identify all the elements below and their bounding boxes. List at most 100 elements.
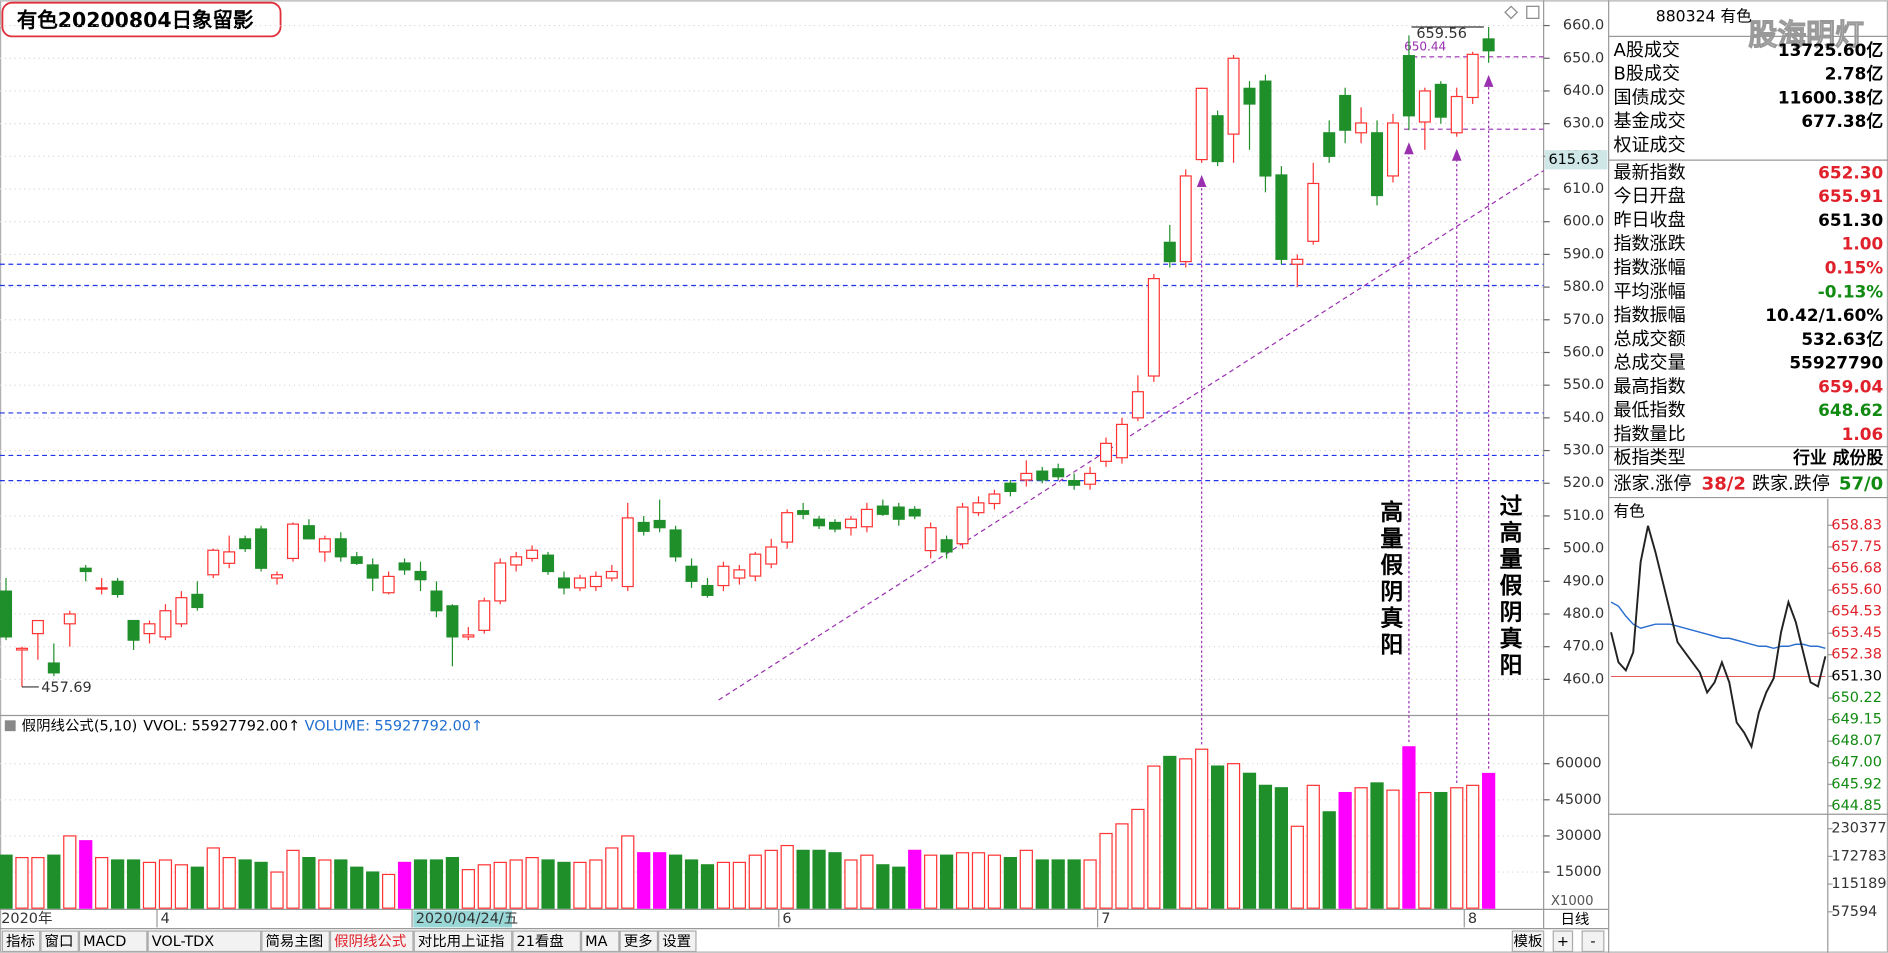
quote-value: 655.91 — [1818, 186, 1883, 206]
candle-body — [1004, 482, 1017, 493]
quote-value: 1.00 — [1842, 234, 1884, 254]
candle-body — [1275, 174, 1288, 260]
volume-bar — [1163, 755, 1177, 909]
volume-bar — [844, 859, 858, 909]
volume-bar — [110, 859, 125, 909]
volume-bar — [158, 859, 173, 909]
volume-unit: X1000 — [1551, 894, 1594, 909]
tab-label[interactable]: 设置 — [662, 933, 691, 950]
volume-bar — [1290, 825, 1304, 909]
volume-bar — [955, 852, 970, 909]
tab-label[interactable]: 对比用上证指 — [418, 933, 505, 950]
candle-body — [972, 502, 985, 514]
quote-label: 指数振幅 — [1613, 305, 1685, 326]
volume-bar — [1306, 784, 1320, 909]
button[interactable] — [1511, 930, 1545, 953]
volume-bar — [860, 854, 874, 909]
tab[interactable] — [413, 930, 513, 953]
candle-body — [924, 527, 937, 552]
candle-body — [175, 597, 188, 625]
candle-body — [1084, 472, 1097, 485]
candle-body — [446, 605, 459, 638]
volume-bar — [63, 835, 77, 909]
candle-body — [366, 564, 379, 579]
volume-bar — [1354, 787, 1368, 909]
mini-tick-label: 652.38 — [1831, 647, 1882, 663]
tab-label[interactable]: MACD — [83, 934, 126, 950]
tab-label[interactable]: MA — [585, 934, 607, 950]
volume-bar — [525, 856, 539, 909]
candle-body — [1434, 83, 1447, 118]
tab-label[interactable]: 简易主图 — [266, 933, 324, 950]
quote-value: 652.30 — [1818, 162, 1883, 182]
tab[interactable] — [78, 930, 148, 953]
volume-bar — [174, 864, 189, 909]
volume-bar — [1035, 859, 1049, 909]
tab-label[interactable]: 更多 — [624, 933, 653, 950]
volume-bar — [876, 864, 890, 909]
tab[interactable] — [147, 930, 262, 953]
tab[interactable] — [658, 930, 697, 953]
candle-body — [143, 623, 156, 635]
volume-bar — [350, 866, 364, 909]
mini-tick-label: 644.85 — [1831, 798, 1882, 814]
candle-body — [223, 551, 236, 564]
candle-body — [1036, 470, 1049, 481]
y-tick-label: 650.0 — [1563, 50, 1604, 66]
breadth: 38/2 — [1702, 473, 1746, 494]
volume-bar — [589, 859, 603, 909]
volume-tick-label: 60000 — [1556, 756, 1602, 772]
button-label[interactable]: + — [1557, 934, 1569, 950]
quote-label: 最新指数 — [1613, 162, 1685, 183]
button-label[interactable]: 模板 — [1514, 932, 1543, 950]
quote-label: 今日开盘 — [1613, 186, 1685, 207]
arrow-head — [1404, 142, 1414, 155]
icon[interactable] — [1526, 5, 1540, 19]
tab-label[interactable]: 指标 — [6, 933, 35, 950]
tab[interactable] — [1, 930, 41, 953]
volume-bar — [429, 859, 444, 909]
button[interactable] — [1552, 930, 1574, 953]
y-tick-label: 530.0 — [1563, 443, 1604, 459]
volume-bar — [1051, 859, 1065, 909]
volume-bar — [1083, 859, 1097, 909]
candle-body — [701, 584, 714, 596]
button[interactable] — [1581, 930, 1605, 953]
icon[interactable] — [1504, 5, 1518, 20]
volume-bar — [716, 861, 731, 909]
volume-bar — [1067, 859, 1081, 909]
candle-body — [63, 613, 76, 625]
volume-bar — [1466, 784, 1480, 909]
quote-label: 最低指数 — [1613, 400, 1685, 421]
volume-bar — [1131, 808, 1145, 909]
candle-body — [956, 506, 969, 545]
y-tick-label: 520.0 — [1563, 475, 1604, 491]
candle-body — [286, 523, 299, 560]
volume-bar — [1418, 791, 1432, 909]
x-tick-label: 7 — [1101, 911, 1110, 927]
volume-bar — [477, 864, 491, 909]
volume-bar — [1402, 746, 1416, 909]
tab-label[interactable]: 假阴线公式 — [334, 933, 406, 950]
tab-label[interactable]: 窗口 — [45, 932, 74, 950]
mini-volume-tick: 57594 — [1831, 904, 1877, 920]
tab-label[interactable]: VOL-TDX — [152, 934, 215, 950]
quote-value: 2.78亿 — [1825, 64, 1884, 84]
tab[interactable] — [512, 930, 581, 953]
tab[interactable] — [329, 930, 414, 953]
tab[interactable] — [40, 930, 79, 953]
y-tick-label: 550.0 — [1563, 377, 1604, 393]
candle-body — [749, 553, 762, 577]
period-label: 日线 — [1560, 911, 1589, 928]
tab[interactable] — [619, 930, 659, 953]
tab-label[interactable]: 21看盘 — [517, 932, 564, 950]
button-label[interactable]: - — [1590, 934, 1595, 950]
candle-body — [414, 570, 427, 581]
volume-bar — [1450, 787, 1464, 909]
volume-bar — [1370, 782, 1384, 909]
y-tick-label: 560.0 — [1563, 344, 1604, 360]
tab[interactable] — [580, 930, 620, 953]
tab[interactable] — [261, 930, 330, 953]
mini-volume-tick: 115189 — [1831, 876, 1886, 892]
